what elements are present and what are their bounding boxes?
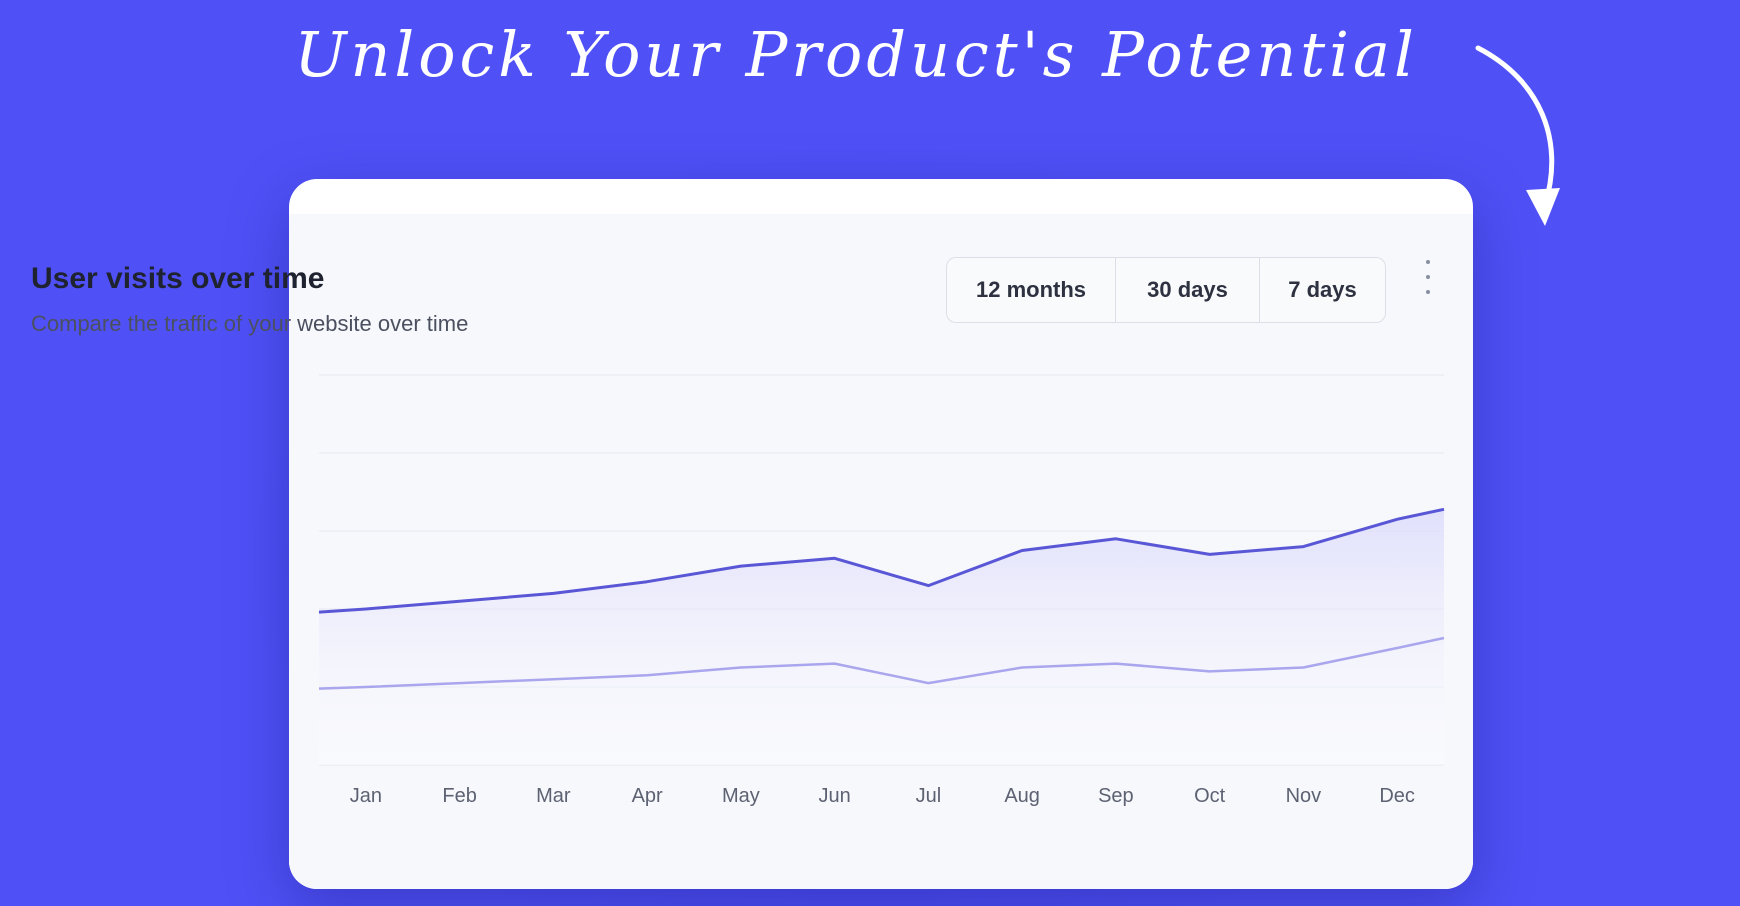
- card-subtitle: Compare the traffic of your website over…: [31, 311, 469, 336]
- x-tick-label: Feb: [442, 785, 476, 807]
- series-line-1: [318, 507, 1445, 614]
- headline: Unlock Your Product's Potential: [294, 18, 1418, 91]
- x-tick-label: Jun: [819, 785, 851, 807]
- more-dot: [1426, 260, 1430, 264]
- arrow-icon: [1475, 45, 1560, 226]
- more-vertical-icon[interactable]: [1420, 260, 1436, 294]
- x-tick-label: Oct: [1194, 785, 1226, 807]
- x-tick-label: Jan: [350, 785, 382, 807]
- series-line-2: [318, 636, 1445, 690]
- x-tick-label: Sep: [1098, 785, 1134, 807]
- x-tick-label: Nov: [1286, 785, 1322, 807]
- more-dot: [1426, 290, 1430, 294]
- range-selector: 12 months 30 days 7 days: [946, 257, 1386, 323]
- range-button-7-days[interactable]: 7 days: [1288, 277, 1357, 302]
- x-tick-label: Dec: [1379, 785, 1415, 807]
- x-tick-label: May: [722, 785, 760, 807]
- x-tick-label: Aug: [1004, 785, 1040, 807]
- x-tick-label: Apr: [632, 785, 663, 807]
- visits-chart: Jan Feb Mar Apr May Jun Jul Aug Sep Oct Nov Dec: [318, 374, 1445, 807]
- card-title: User visits over time: [31, 262, 325, 295]
- series-area: [319, 509, 1444, 765]
- range-button-30-days[interactable]: 30 days: [1116, 258, 1260, 322]
- more-dot: [1426, 275, 1430, 279]
- x-tick-label: Mar: [536, 785, 571, 807]
- x-tick-label: Jul: [916, 785, 942, 807]
- range-button-12-months[interactable]: 12 months: [947, 258, 1116, 322]
